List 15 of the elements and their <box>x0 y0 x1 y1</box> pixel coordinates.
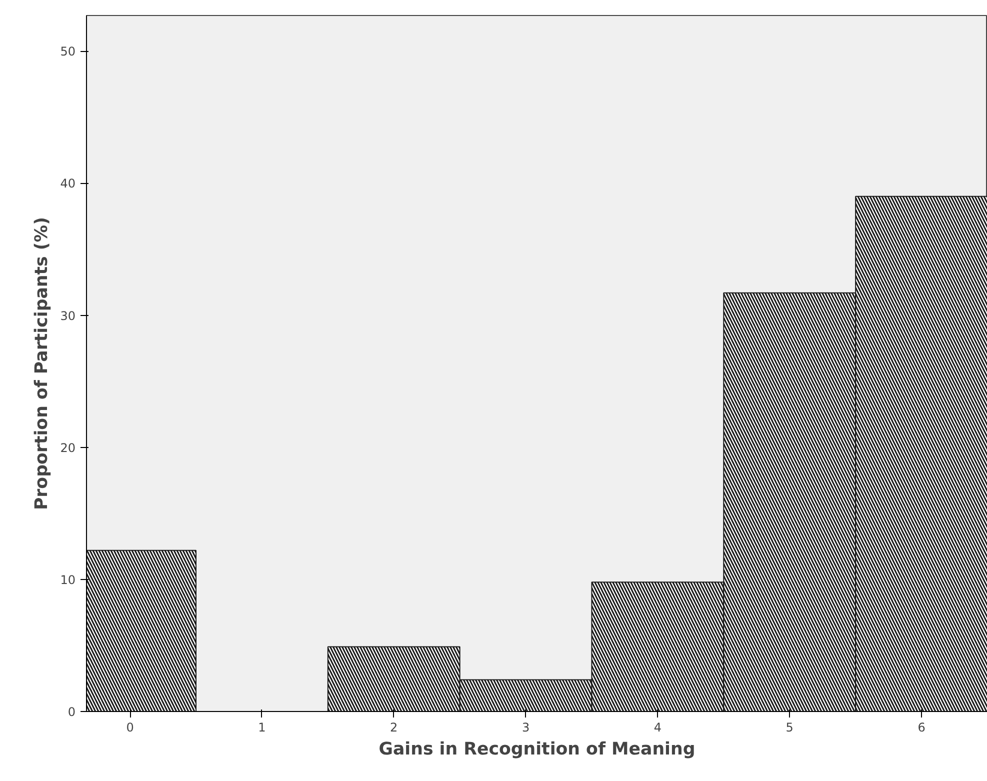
y-tick-label: 20 <box>60 440 76 455</box>
y-tick-label: 10 <box>60 572 76 587</box>
x-tick-label: 2 <box>390 720 398 734</box>
y-tick-label: 0 <box>68 705 76 719</box>
x-axis-title: Gains in Recognition of Meaning <box>378 740 696 760</box>
x-tick-label: 4 <box>654 720 662 734</box>
x-tick-label: 6 <box>918 720 926 734</box>
y-tick-label: 40 <box>60 176 76 191</box>
x-tick-label: 5 <box>786 720 794 734</box>
x-tick-label: 1 <box>258 720 266 734</box>
x-tick-label: 0 <box>126 720 134 734</box>
y-tick-label: 30 <box>60 308 76 323</box>
y-tick-label: 50 <box>60 44 76 59</box>
x-tick-label: 3 <box>522 720 530 734</box>
y-axis-title: Proportion of Participants (%) <box>32 216 52 510</box>
